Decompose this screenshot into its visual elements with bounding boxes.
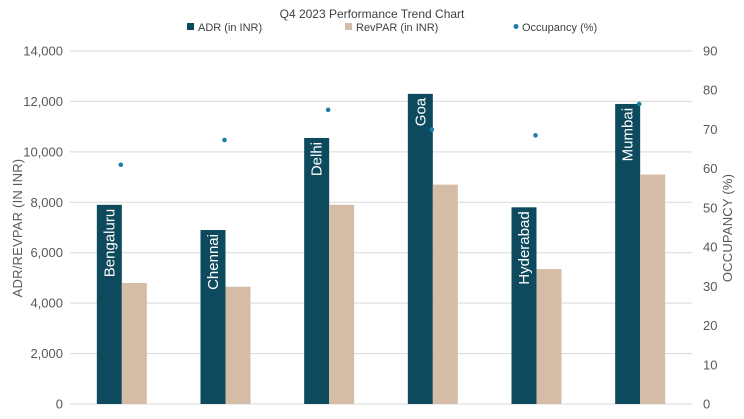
right-axis-tick-label: 60 [703,161,717,176]
bar-revpar-goa[interactable] [432,184,458,404]
legend-swatch-adr [187,23,194,30]
legend-swatch-revpar [345,23,352,30]
right-axis-tick-label: 30 [703,279,717,294]
bar-revpar-chennai[interactable] [225,286,251,404]
occupancy-point-delhi[interactable] [325,107,331,113]
legend-item-revpar[interactable]: RevPAR (in INR) [345,22,438,34]
right-axis-tick-label: 0 [703,397,710,412]
left-axis-tick-label: 12,000 [23,94,63,109]
legend-marker-occupancy [513,24,519,29]
right-axis-title: OCCUPANCY (%) [720,174,735,282]
left-axis-tick-label: 4,000 [30,296,63,311]
legend-label-revpar: RevPAR (in INR) [356,22,438,34]
left-axis-tick-label: 14,000 [23,44,63,59]
occupancy-point-bengaluru[interactable] [118,162,124,168]
left-axis-tick-label: 8,000 [30,195,63,210]
bar-adr-goa[interactable] [407,93,433,404]
category-label-chennai: Chennai [205,234,222,290]
left-axis-tick-label: 0 [56,397,63,412]
legend-label-adr: ADR (in INR) [198,22,262,34]
bar-revpar-delhi[interactable] [329,204,355,404]
left-axis-ticks: 0 2,000 4,000 6,000 8,000 10,000 12,000 14,000 [23,44,63,412]
bar-labels: Bengaluru Chennai Delhi Goa Hyderabad Mumbai [101,97,636,290]
bar-adr-hyderabad[interactable] [511,207,537,404]
bar-adr-bengaluru[interactable] [96,204,122,404]
legend: ADR (in INR) RevPAR (in INR) Occupancy (… [187,22,597,34]
right-axis-tick-label: 70 [703,122,717,137]
right-axis-tick-label: 40 [703,240,717,255]
right-axis-tick-label: 50 [703,200,717,215]
left-axis-title: ADR/REVPAR (IN INR) [10,159,25,298]
category-label-mumbai: Mumbai [620,108,637,161]
bar-revpar-mumbai[interactable] [640,174,666,404]
legend-label-occupancy: Occupancy (%) [522,22,597,34]
legend-item-adr[interactable]: ADR (in INR) [187,22,262,34]
bar-revpar-hyderabad[interactable] [536,269,562,404]
left-axis-tick-label: 10,000 [23,144,63,159]
bar-adr-chennai[interactable] [200,230,226,404]
legend-item-occupancy[interactable]: Occupancy (%) [513,22,598,34]
occupancy-point-mumbai[interactable] [636,101,642,107]
right-axis-tick-label: 90 [703,44,717,59]
bar-adr-mumbai[interactable] [615,103,641,404]
category-label-goa: Goa [412,97,429,126]
bars [96,93,666,404]
left-axis-tick-label: 2,000 [30,346,63,361]
category-label-hyderabad: Hyderabad [516,211,533,284]
gridlines [70,50,692,405]
right-axis-tick-label: 80 [703,83,717,98]
occupancy-points [118,101,642,168]
right-axis-ticks: 0 10 20 30 40 50 60 70 80 90 [703,44,717,412]
category-label-delhi: Delhi [309,142,326,176]
bar-adr-delhi[interactable] [304,137,330,404]
left-axis-tick-label: 6,000 [30,245,63,260]
right-axis-tick-label: 10 [703,357,717,372]
occupancy-point-chennai[interactable] [222,137,227,143]
category-label-bengaluru: Bengaluru [101,209,118,277]
right-axis-tick-label: 20 [703,318,717,333]
chart-title: Q4 2023 Performance Trend Chart [280,7,465,21]
occupancy-point-goa[interactable] [429,127,435,132]
bar-revpar-bengaluru[interactable] [121,282,147,404]
occupancy-point-hyderabad[interactable] [533,133,538,138]
